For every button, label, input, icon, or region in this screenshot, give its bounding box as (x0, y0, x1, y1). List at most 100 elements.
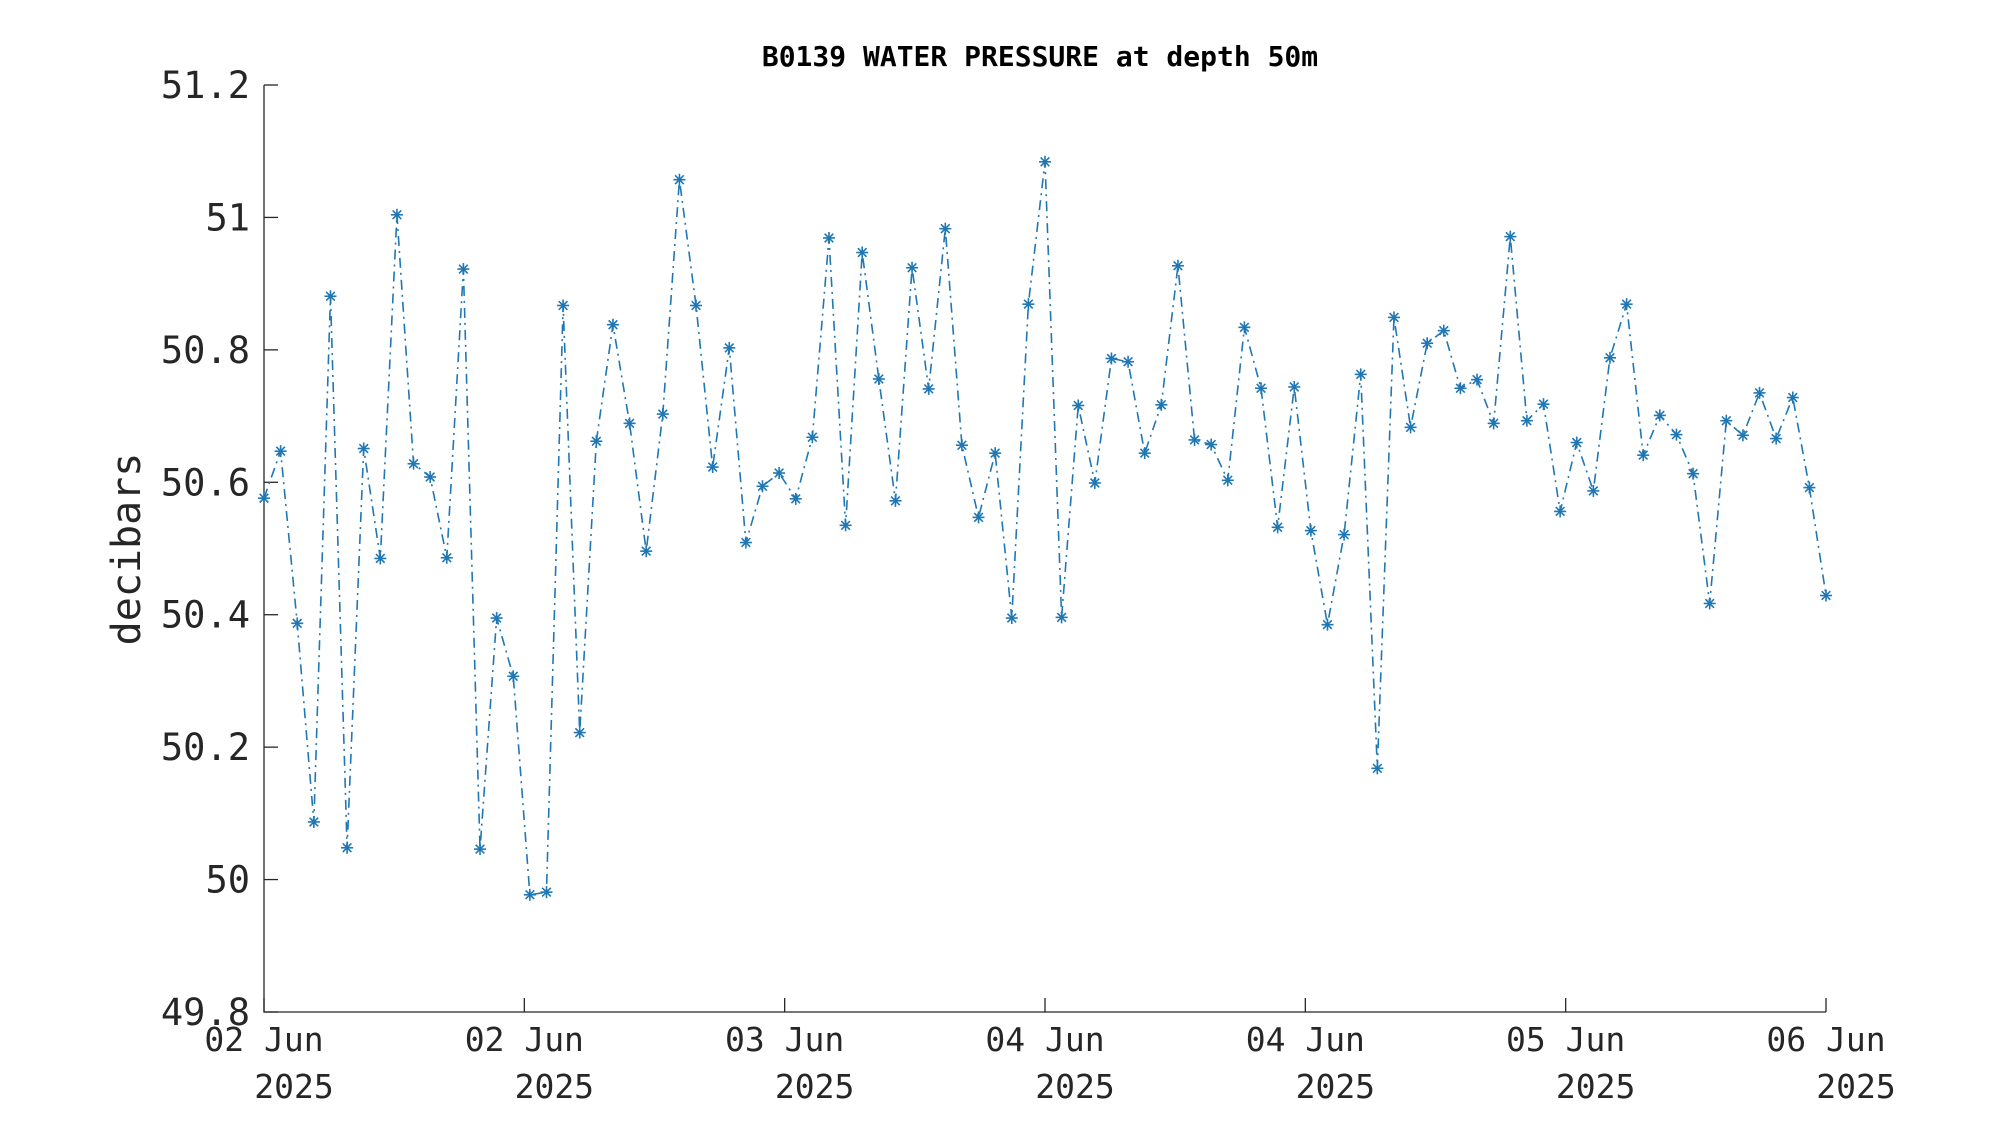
x-tick-label-day: 05 Jun (1506, 1020, 1625, 1059)
data-point (324, 290, 337, 303)
data-point (739, 536, 752, 549)
data-point (989, 447, 1002, 460)
y-tick-label: 49.8 (161, 991, 250, 1034)
data-point (1404, 421, 1417, 434)
x-tick-label-year: 2025 (1816, 1067, 1895, 1106)
y-tick-label: 50.4 (161, 594, 250, 637)
data-point (490, 612, 503, 625)
data-point (1138, 447, 1151, 460)
data-point (1271, 521, 1284, 534)
data-point (1587, 484, 1600, 497)
x-tick-label-year: 2025 (775, 1067, 854, 1106)
data-point (606, 318, 619, 331)
data-point (706, 461, 719, 474)
data-point (1554, 505, 1567, 518)
data-point (258, 492, 270, 505)
data-point (640, 545, 653, 558)
data-point (839, 519, 852, 532)
data-point (822, 231, 835, 244)
data-point (1022, 298, 1035, 311)
x-tick-label-day: 04 Jun (985, 1020, 1104, 1059)
data-point (922, 382, 935, 395)
data-point (1255, 382, 1268, 395)
data-point (1603, 351, 1616, 364)
data-point (424, 470, 437, 483)
axis-spines (263, 85, 1826, 1013)
data-point (1105, 352, 1118, 365)
data-point (1371, 762, 1384, 775)
data-point (723, 341, 736, 354)
data-point (756, 480, 769, 493)
data-point (1620, 298, 1633, 311)
data-point (1637, 449, 1650, 462)
data-point (1504, 230, 1517, 243)
data-point (872, 372, 885, 385)
data-point (856, 246, 869, 259)
data-point (1520, 414, 1533, 427)
data-point (1122, 355, 1135, 368)
data-point (474, 843, 487, 856)
data-point (390, 208, 403, 221)
data-point (1570, 436, 1583, 449)
y-ticks: 49.8 50 50.2 50.4 50.6 50.8 51 51.2 (161, 64, 278, 1034)
data-point (1670, 428, 1683, 441)
x-tick-label-day: 02 Jun (465, 1020, 584, 1059)
data-point (1803, 481, 1816, 494)
x-ticks: 02 Jun 2025 02 Jun 2025 03 Jun 2025 04 Jun 2025… (204, 998, 1896, 1106)
data-point (1537, 398, 1550, 411)
series-line (263, 161, 1827, 896)
data-point (590, 435, 603, 448)
axes (263, 85, 1826, 1013)
x-tick-label-year: 2025 (1035, 1067, 1114, 1106)
data-point (507, 670, 520, 683)
data-point (1437, 324, 1450, 337)
chart-title: B0139 WATER PRESSURE at depth 50m (762, 40, 1318, 73)
data-point (1653, 409, 1666, 422)
data-point (906, 261, 919, 274)
data-point (540, 886, 553, 899)
data-point (407, 457, 420, 470)
data-point (1055, 611, 1068, 624)
y-tick-label: 50.8 (161, 329, 250, 372)
data-point (1487, 417, 1500, 430)
data-point (1454, 382, 1467, 395)
data-point (656, 408, 669, 421)
data-point (1205, 438, 1218, 451)
data-point (274, 445, 287, 458)
data-point (307, 815, 320, 828)
y-tick-label: 51.2 (161, 64, 250, 107)
data-point (1304, 524, 1317, 537)
data-point (623, 417, 636, 430)
data-point (573, 726, 586, 739)
x-tick-label-day: 02 Jun (204, 1020, 323, 1059)
data-point (523, 888, 536, 901)
data-point (789, 492, 802, 505)
data-point (341, 841, 354, 854)
data-point (1703, 597, 1716, 610)
x-tick-label-year: 2025 (254, 1067, 333, 1106)
data-point (1720, 414, 1733, 427)
data-point (1005, 612, 1018, 625)
y-tick-label: 50.2 (161, 726, 250, 769)
data-point (1072, 399, 1085, 412)
data-point (1786, 391, 1799, 404)
data-point (1155, 398, 1168, 411)
data-point (1354, 368, 1367, 381)
data-point (972, 511, 985, 524)
data-point (1039, 155, 1051, 168)
y-tick-label: 50.6 (161, 461, 250, 504)
data-point (1820, 589, 1832, 602)
y-tick-label: 50 (205, 859, 250, 902)
data-point (1687, 467, 1700, 480)
data-point (690, 299, 703, 312)
data-point (1753, 386, 1766, 399)
data-point (1288, 380, 1301, 393)
data-point (673, 173, 686, 186)
x-tick-label-year: 2025 (1296, 1067, 1375, 1106)
data-point (1088, 476, 1101, 489)
y-axis-label: decibars (104, 453, 150, 646)
x-tick-label-day: 06 Jun (1766, 1020, 1885, 1059)
data-point (889, 494, 902, 507)
